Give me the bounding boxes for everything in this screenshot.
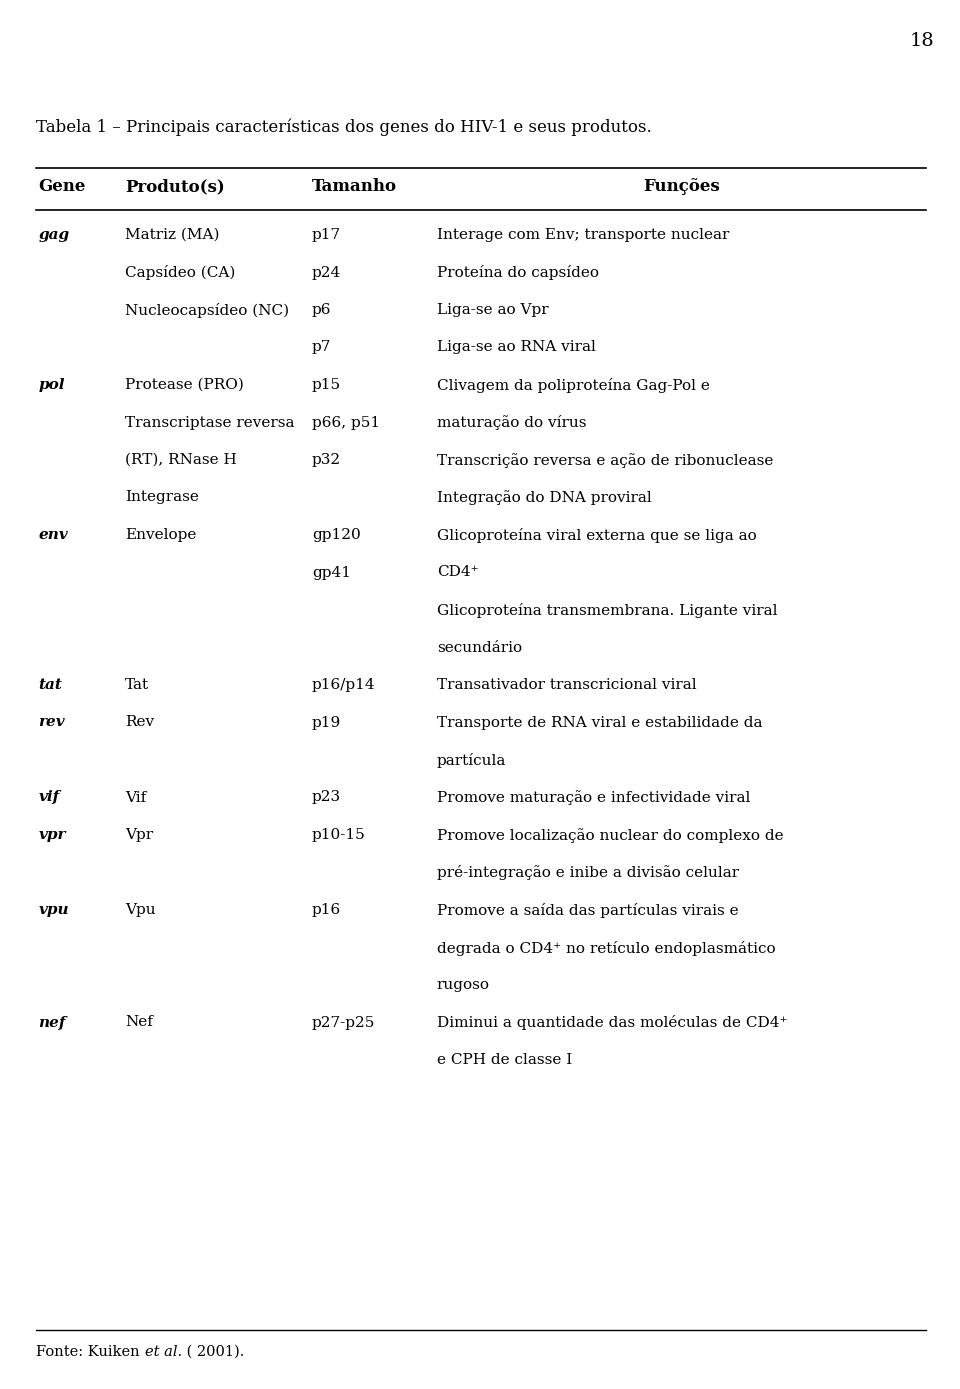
Text: Tabela 1 – Principais características dos genes do HIV-1 e seus produtos.: Tabela 1 – Principais características do… bbox=[36, 118, 652, 136]
Text: Diminui a quantidade das moléculas de CD4⁺: Diminui a quantidade das moléculas de CD… bbox=[437, 1015, 787, 1031]
Text: p16/p14: p16/p14 bbox=[312, 678, 375, 692]
Text: p27-p25: p27-p25 bbox=[312, 1015, 375, 1029]
Text: Fonte: Kuiken: Fonte: Kuiken bbox=[36, 1345, 145, 1358]
Text: secundário: secundário bbox=[437, 640, 522, 654]
Text: Protease (PRO): Protease (PRO) bbox=[125, 378, 244, 392]
Text: Transativador transcricional viral: Transativador transcricional viral bbox=[437, 678, 696, 692]
Text: rev: rev bbox=[38, 715, 65, 729]
Text: vpu: vpu bbox=[38, 903, 69, 917]
Text: pol: pol bbox=[38, 378, 65, 392]
Text: p32: p32 bbox=[312, 453, 341, 467]
Text: gag: gag bbox=[38, 228, 69, 242]
Text: Vpr: Vpr bbox=[125, 828, 153, 842]
Text: ( 2001).: ( 2001). bbox=[181, 1345, 244, 1358]
Text: Transporte de RNA viral e estabilidade da: Transporte de RNA viral e estabilidade d… bbox=[437, 715, 762, 729]
Text: (RT), RNase H: (RT), RNase H bbox=[125, 453, 236, 467]
Text: nef: nef bbox=[38, 1015, 66, 1029]
Text: Glicoproteína transmembrana. Ligante viral: Glicoproteína transmembrana. Ligante vir… bbox=[437, 603, 778, 618]
Text: Funções: Funções bbox=[643, 178, 720, 194]
Text: Matriz (MA): Matriz (MA) bbox=[125, 228, 219, 242]
Text: e CPH de classe I: e CPH de classe I bbox=[437, 1053, 572, 1067]
Text: Liga-se ao RNA viral: Liga-se ao RNA viral bbox=[437, 340, 595, 354]
Text: vpr: vpr bbox=[38, 828, 66, 842]
Text: pré-integração e inibe a divisão celular: pré-integração e inibe a divisão celular bbox=[437, 865, 739, 881]
Text: Glicoproteína viral externa que se liga ao: Glicoproteína viral externa que se liga … bbox=[437, 528, 756, 543]
Text: Promove maturação e infectividade viral: Promove maturação e infectividade viral bbox=[437, 790, 750, 806]
Text: Tat: Tat bbox=[125, 678, 149, 692]
Text: maturação do vírus: maturação do vírus bbox=[437, 415, 587, 431]
Text: tat: tat bbox=[38, 678, 62, 692]
Text: gp120: gp120 bbox=[312, 528, 361, 542]
Text: Clivagem da poliproteína Gag-Pol e: Clivagem da poliproteína Gag-Pol e bbox=[437, 378, 709, 393]
Text: Liga-se ao Vpr: Liga-se ao Vpr bbox=[437, 303, 548, 317]
Text: p17: p17 bbox=[312, 228, 341, 242]
Text: p23: p23 bbox=[312, 790, 341, 804]
Text: Proteína do capsídeo: Proteína do capsídeo bbox=[437, 265, 599, 281]
Text: p16: p16 bbox=[312, 903, 341, 917]
Text: Capsídeo (CA): Capsídeo (CA) bbox=[125, 265, 235, 281]
Text: p10-15: p10-15 bbox=[312, 828, 366, 842]
Text: Vif: Vif bbox=[125, 790, 146, 804]
Text: Promove localização nuclear do complexo de: Promove localização nuclear do complexo … bbox=[437, 828, 783, 843]
Text: p24: p24 bbox=[312, 265, 341, 279]
Text: CD4⁺: CD4⁺ bbox=[437, 565, 478, 579]
Text: partícula: partícula bbox=[437, 753, 506, 768]
Text: Gene: Gene bbox=[38, 178, 85, 194]
Text: Produto(s): Produto(s) bbox=[125, 178, 225, 194]
Text: p7: p7 bbox=[312, 340, 331, 354]
Text: p15: p15 bbox=[312, 378, 341, 392]
Text: p6: p6 bbox=[312, 303, 331, 317]
Text: Rev: Rev bbox=[125, 715, 154, 729]
Text: degrada o CD4⁺ no retículo endoplasmático: degrada o CD4⁺ no retículo endoplasmátic… bbox=[437, 940, 776, 956]
Text: env: env bbox=[38, 528, 68, 542]
Text: Envelope: Envelope bbox=[125, 528, 196, 542]
Text: et al.: et al. bbox=[145, 1345, 181, 1358]
Text: Promove a saída das partículas virais e: Promove a saída das partículas virais e bbox=[437, 903, 738, 918]
Text: Transcrição reversa e ação de ribonuclease: Transcrição reversa e ação de ribonuclea… bbox=[437, 453, 773, 468]
Text: p66, p51: p66, p51 bbox=[312, 415, 380, 429]
Text: Transcriptase reversa: Transcriptase reversa bbox=[125, 415, 295, 429]
Text: p19: p19 bbox=[312, 715, 341, 729]
Text: Nef: Nef bbox=[125, 1015, 153, 1029]
Text: Vpu: Vpu bbox=[125, 903, 156, 917]
Text: gp41: gp41 bbox=[312, 565, 351, 579]
Text: Tamanho: Tamanho bbox=[312, 178, 397, 194]
Text: Nucleocapsídeo (NC): Nucleocapsídeo (NC) bbox=[125, 303, 289, 318]
Text: Integrase: Integrase bbox=[125, 490, 199, 504]
Text: Integração do DNA proviral: Integração do DNA proviral bbox=[437, 490, 652, 506]
Text: vif: vif bbox=[38, 790, 60, 804]
Text: 18: 18 bbox=[910, 32, 935, 50]
Text: rugoso: rugoso bbox=[437, 978, 490, 992]
Text: Interage com Env; transporte nuclear: Interage com Env; transporte nuclear bbox=[437, 228, 730, 242]
